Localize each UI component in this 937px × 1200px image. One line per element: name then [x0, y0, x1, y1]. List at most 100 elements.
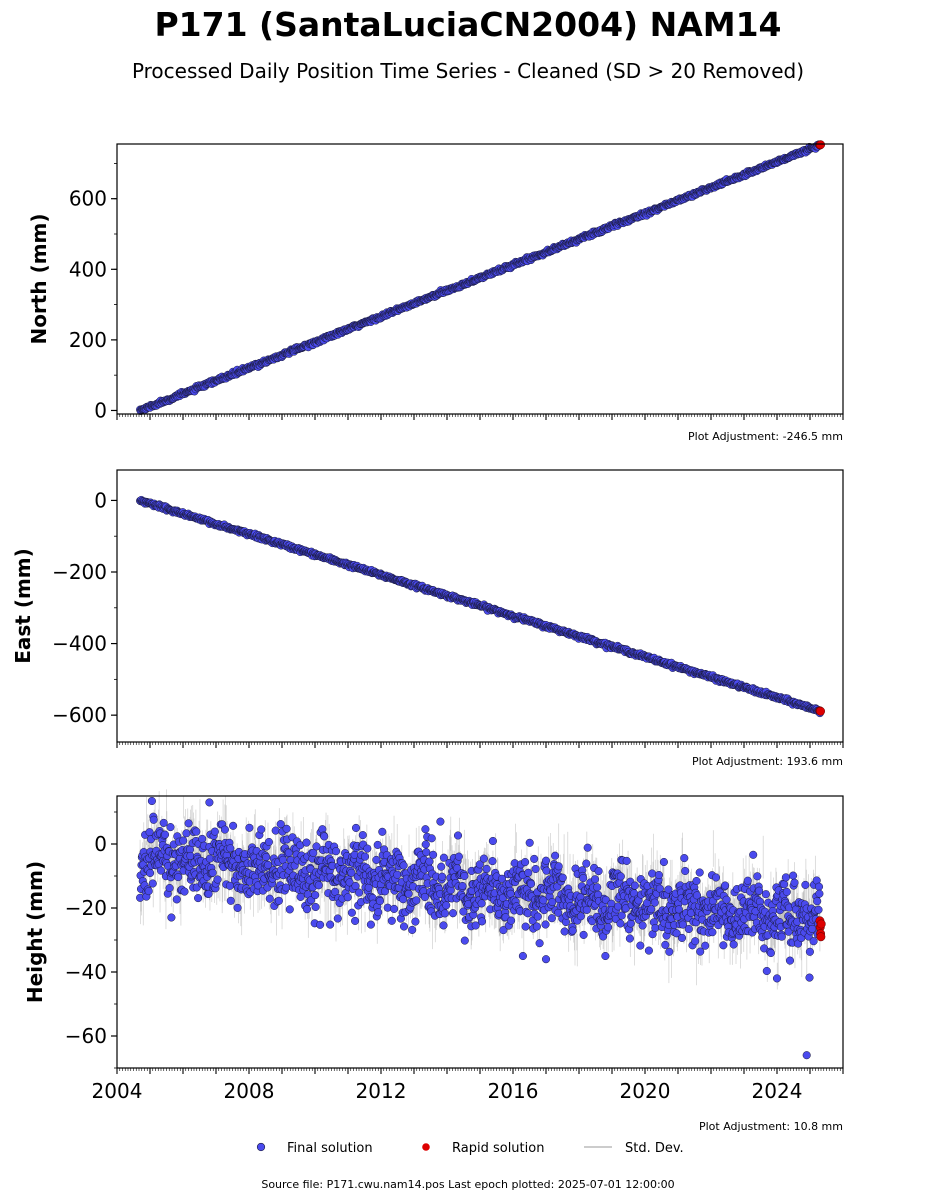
north-plot-adjustment: Plot Adjustment: -246.5 mm [688, 430, 843, 443]
east-rapid-point [816, 706, 826, 716]
height-final-point [311, 891, 320, 900]
height-final-point [347, 908, 356, 917]
east-points-layer [136, 495, 826, 718]
height-final-point [179, 836, 188, 845]
height-final-point [316, 920, 325, 929]
height-final-point [427, 834, 436, 843]
figure-subtitle: Processed Daily Position Time Series - C… [132, 59, 804, 83]
height-final-point [326, 920, 335, 929]
height-final-point [331, 847, 341, 856]
height-final-point [408, 925, 417, 934]
height-final-point [320, 832, 329, 841]
east-ytick-label: −200 [52, 560, 107, 584]
height-final-point [421, 825, 430, 834]
height-final-point [149, 815, 158, 824]
height-final-point [429, 850, 438, 859]
height-final-point [438, 872, 447, 881]
north-ytick-label: 600 [69, 187, 107, 211]
height-final-point [458, 881, 467, 891]
height-final-point [172, 895, 181, 904]
height-final-point [282, 883, 291, 892]
east-ytick-label: 0 [94, 488, 107, 512]
north-ytick-label: 200 [69, 328, 107, 352]
height-final-point [208, 868, 217, 877]
height-final-point [387, 916, 396, 925]
north-panel: 0 200 400 600 North (mm) Plot Adjustment: -… [27, 140, 844, 443]
height-final-point [374, 908, 383, 917]
height-final-point [399, 861, 408, 870]
north-ytick-label: 0 [94, 398, 107, 422]
height-final-point [351, 916, 360, 925]
height-final-point [205, 854, 214, 863]
height-final-point [343, 893, 352, 902]
height-final-point [366, 920, 375, 929]
height-final-point [425, 857, 434, 866]
height-final-point [159, 818, 168, 827]
height-final-point [285, 905, 294, 914]
height-final-point [233, 903, 242, 912]
height-final-point [271, 826, 280, 835]
height-final-point [192, 827, 201, 836]
height-final-point [265, 894, 274, 903]
east-panel: −600 −400 −200 0 East (mm) Plot Adjustment:… [11, 469, 844, 768]
height-final-point [180, 887, 189, 896]
height-final-point [146, 868, 155, 878]
height-final-point [378, 827, 387, 836]
height-final-point [257, 825, 266, 834]
east-plot-adjustment: Plot Adjustment: 193.6 mm [692, 755, 843, 768]
height-final-point [440, 909, 449, 918]
north-points-layer [136, 140, 826, 415]
height-final-point [437, 862, 446, 871]
height-final-point [393, 870, 402, 879]
height-final-point [226, 896, 235, 905]
height-final-point [363, 844, 372, 853]
height-final-point [245, 823, 254, 832]
height-final-point [404, 889, 413, 898]
height-final-point [144, 887, 153, 896]
height-final-point [373, 840, 382, 849]
north-ytick-label: 400 [69, 257, 107, 281]
height-final-point [311, 902, 320, 912]
height-final-point [182, 829, 191, 838]
height-final-point [198, 834, 207, 843]
height-final-point [160, 830, 170, 839]
height-final-point [411, 917, 420, 926]
height-final-point [372, 855, 381, 864]
height-final-point [167, 913, 176, 922]
height-final-point [302, 838, 311, 847]
height-final-point [282, 824, 291, 833]
height-final-point [274, 896, 283, 905]
height-final-point [210, 827, 219, 836]
height-final-point [264, 837, 273, 847]
height-final-point [213, 875, 222, 884]
height-final-point [454, 852, 463, 861]
height-final-point [390, 904, 399, 913]
height-final-point [412, 896, 421, 905]
east-ytick-label: −600 [52, 703, 107, 727]
height-final-point [422, 848, 431, 857]
height-final-point [296, 892, 305, 901]
height-final-point [174, 873, 183, 882]
height-final-point [448, 909, 458, 918]
height-final-point [439, 921, 448, 930]
height-final-point [165, 883, 174, 893]
height-final-point [302, 905, 312, 914]
height-final-point [355, 888, 364, 897]
north-ylabel: North (mm) [27, 213, 51, 344]
height-final-point [421, 840, 430, 849]
height-final-point [333, 914, 342, 923]
height-final-point [314, 881, 323, 890]
north-rapid-point [816, 140, 826, 150]
east-ticks: −600 −400 −200 0 [52, 488, 844, 748]
east-ylabel: East (mm) [11, 548, 35, 664]
height-final-point [351, 823, 361, 832]
north-ticks: 0 200 400 600 [69, 163, 844, 422]
height-final-point [194, 894, 203, 903]
height-points-layer [136, 796, 826, 1060]
east-ytick-label: −400 [52, 632, 107, 656]
height-final-point [375, 896, 385, 906]
height-final-point [358, 831, 367, 840]
height-final-point [148, 879, 157, 888]
